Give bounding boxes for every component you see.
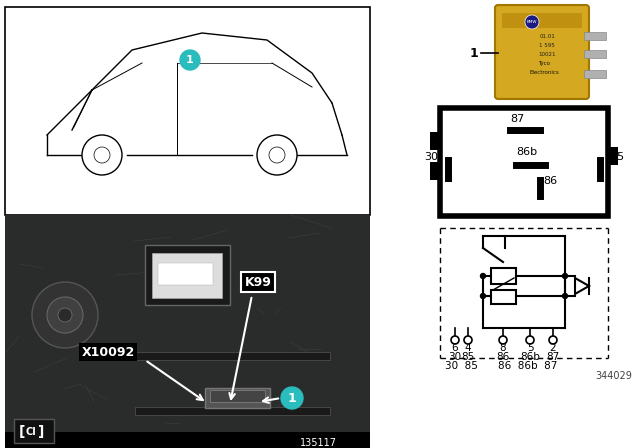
Text: 30  85: 30 85 [445,361,477,371]
Bar [584,70,606,78]
Circle shape [32,282,98,348]
Text: CI: CI [26,427,36,437]
Circle shape [481,273,486,279]
Bar [145,245,230,305]
Bar [158,263,213,285]
Text: 30: 30 [424,152,438,162]
Text: 1: 1 [186,55,194,65]
Text: 01.01: 01.01 [539,34,555,39]
Text: 2: 2 [550,343,556,353]
Bar [5,7,370,215]
Text: 8: 8 [500,343,506,353]
Text: 6: 6 [452,343,458,353]
Circle shape [525,15,539,29]
Text: 87: 87 [547,352,559,362]
Circle shape [82,135,122,175]
Circle shape [526,336,534,344]
Circle shape [180,50,200,70]
Text: ]: ] [38,425,44,439]
Text: 86: 86 [497,352,509,362]
Text: Electronics: Electronics [529,69,559,74]
Circle shape [563,273,568,279]
Text: 10021: 10021 [538,52,556,56]
Bar [608,147,618,165]
Text: Tyco: Tyco [538,60,550,65]
Text: 1: 1 [470,47,478,60]
Bar [430,162,440,180]
Bar [584,50,606,58]
Bar [5,432,370,448]
Circle shape [269,147,285,163]
Circle shape [94,147,110,163]
Polygon shape [575,278,589,294]
Bar [152,253,222,298]
Text: 5: 5 [527,343,533,353]
Text: 1: 1 [287,392,296,405]
Bar [14,419,54,443]
Text: 86: 86 [543,176,557,186]
Text: 30: 30 [449,352,461,362]
Text: 86b: 86b [520,352,540,362]
Bar [440,108,608,216]
Circle shape [281,387,303,409]
FancyBboxPatch shape [495,5,589,99]
Circle shape [464,336,472,344]
Text: 1 595: 1 595 [539,43,555,47]
Bar [502,13,582,28]
Bar [135,352,330,360]
Bar [135,407,330,415]
Bar [5,215,370,448]
Text: [: [ [19,425,25,439]
Circle shape [563,293,568,298]
Circle shape [451,336,459,344]
Text: K99: K99 [244,276,271,289]
Bar [205,388,270,408]
Circle shape [549,336,557,344]
Bar [491,290,516,304]
Circle shape [481,293,486,298]
Text: 87: 87 [510,114,524,124]
Circle shape [58,308,72,322]
Circle shape [47,297,83,333]
Text: BMW: BMW [527,20,537,24]
Bar [210,390,265,402]
Text: 135117: 135117 [300,438,337,448]
Circle shape [499,336,507,344]
Text: 86b: 86b [516,147,537,157]
Bar [430,132,440,150]
Text: 85: 85 [610,152,624,162]
Text: X10092: X10092 [81,345,134,358]
Bar [584,32,606,40]
Text: 4: 4 [465,343,471,353]
Text: 85: 85 [461,352,475,362]
Text: 344029: 344029 [595,371,632,381]
Circle shape [257,135,297,175]
Bar [491,268,516,284]
Text: 86  86b  87: 86 86b 87 [499,361,557,371]
